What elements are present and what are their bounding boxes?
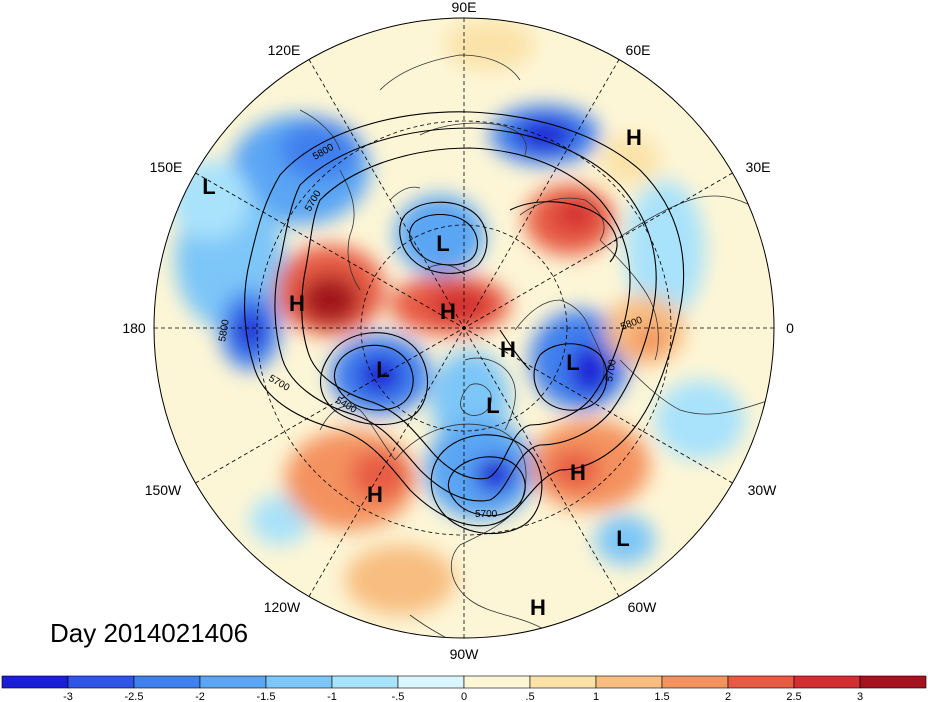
high-pressure-marker: H [289, 291, 305, 316]
pressure-centers: H L L H H L H L L H H L H [202, 125, 642, 620]
contour-label: 5700 [475, 509, 498, 520]
graticule [154, 18, 774, 638]
colorbar-tick-label: -2 [195, 691, 205, 702]
colorbar-swatch [133, 675, 201, 689]
colorbar-tick-label: -3 [63, 691, 73, 702]
longitude-label: 30E [746, 159, 771, 175]
date-title: Day 2014021406 [50, 618, 249, 648]
high-pressure-marker: H [570, 460, 586, 485]
high-pressure-marker: H [626, 125, 642, 150]
longitude-label: 120E [268, 42, 301, 58]
colorbar-swatch [793, 675, 861, 689]
longitude-label: 150W [145, 482, 182, 498]
colorbar-tick-label: -1.5 [257, 691, 276, 702]
colorbar-tick-label: -1 [327, 691, 337, 702]
longitude-label: 120W [264, 599, 301, 615]
colorbar-tick-label: 2.5 [786, 691, 801, 702]
high-pressure-marker: H [367, 482, 383, 507]
low-pressure-marker: L [376, 357, 389, 382]
high-pressure-marker: H [530, 595, 546, 620]
colorbar-swatch [67, 675, 135, 689]
longitude-label: 0 [786, 320, 794, 336]
colorbar-swatch [661, 675, 729, 689]
low-pressure-marker: L [436, 231, 449, 256]
longitude-label: 30W [748, 482, 778, 498]
polar-map: 5800 5700 5800 5700 5400 5800 5700 5700 … [122, 0, 794, 662]
colorbar-tick-label: 1.5 [654, 691, 669, 702]
longitude-label: 60E [626, 42, 651, 58]
colorbar-swatch [859, 675, 927, 689]
longitude-label: 90E [452, 0, 477, 15]
colorbar-tick-label: 0 [461, 691, 467, 702]
colorbar-tick-label: 2 [725, 691, 731, 702]
contour-label: 5800 [217, 318, 232, 342]
colorbar-swatch [529, 675, 597, 689]
colorbar-swatch [265, 675, 333, 689]
colorbar: -3 -2.5 -2 -1.5 -1 -.5 0 .5 1 1.5 2 2.5 3 [1, 675, 927, 702]
high-pressure-marker: H [500, 337, 516, 362]
colorbar-swatch [727, 675, 795, 689]
colorbar-tick-label: 3 [857, 691, 863, 702]
colorbar-tick-label: 1 [593, 691, 599, 702]
low-pressure-marker: L [486, 393, 499, 418]
contour-label: 5700 [604, 358, 619, 382]
colorbar-tick-label: .5 [525, 691, 534, 702]
high-pressure-marker: H [440, 299, 456, 324]
colorbar-swatch [397, 675, 465, 689]
colorbar-swatch [199, 675, 267, 689]
longitude-label: 90W [450, 646, 480, 662]
low-pressure-marker: L [616, 526, 629, 551]
colorbar-swatch [463, 675, 531, 689]
colorbar-tick-label: -.5 [392, 691, 405, 702]
anomaly-field [170, 20, 745, 615]
colorbar-swatch [595, 675, 663, 689]
longitude-label: 60W [628, 599, 658, 615]
colorbar-swatch [331, 675, 399, 689]
colorbar-tick-label: -2.5 [125, 691, 144, 702]
longitude-label: 180 [122, 320, 146, 336]
longitude-labels: 90E 60E 30E 0 30W 60W 90W 120W 150W 180 … [122, 0, 794, 662]
low-pressure-marker: L [202, 174, 215, 199]
colorbar-ticks: -3 -2.5 -2 -1.5 -1 -.5 0 .5 1 1.5 2 2.5 3 [63, 691, 863, 702]
height-contours [244, 111, 685, 535]
map-border [153, 17, 775, 639]
colorbar-swatches [1, 675, 927, 689]
longitude-label: 150E [150, 159, 183, 175]
low-pressure-marker: L [566, 350, 579, 375]
colorbar-swatch [1, 675, 69, 689]
